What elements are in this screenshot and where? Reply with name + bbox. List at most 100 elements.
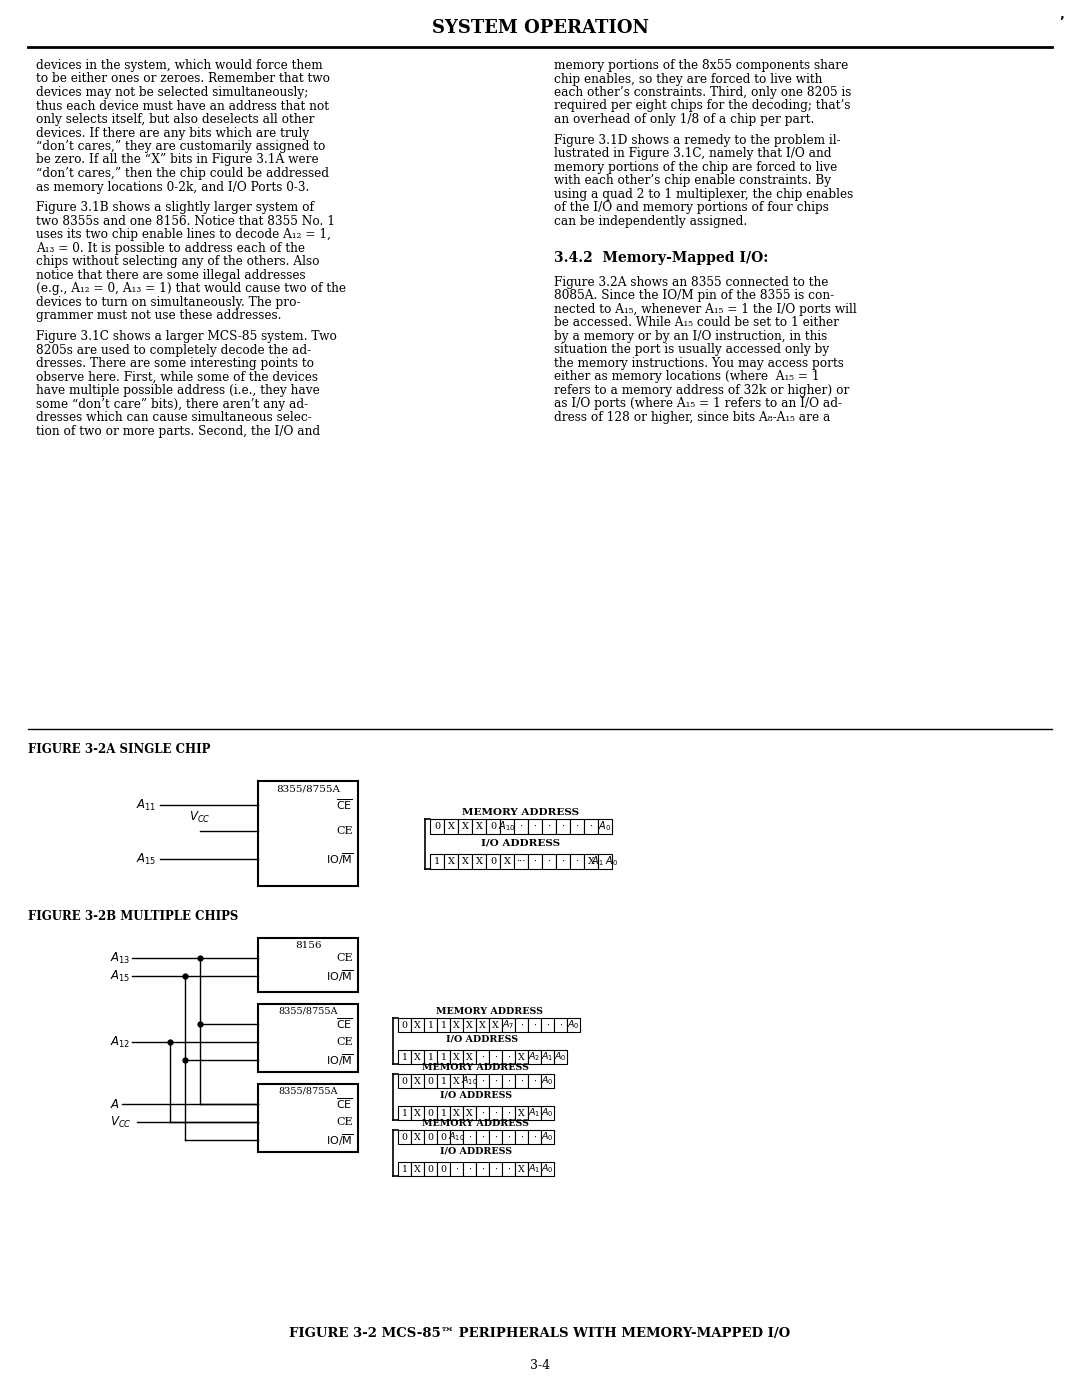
Text: ·: · (481, 1108, 484, 1118)
Text: $A_0$: $A_0$ (598, 820, 611, 834)
Text: $A_{10}$: $A_{10}$ (461, 1075, 478, 1087)
Text: of the I/O and memory portions of four chips: of the I/O and memory portions of four c… (554, 201, 828, 215)
Text: X: X (454, 1021, 460, 1029)
Text: X: X (414, 1133, 421, 1142)
Bar (424, 1074, 437, 1087)
Text: 8355/8755A: 8355/8755A (279, 1007, 338, 1017)
Bar (554, 1050, 567, 1064)
Text: 1: 1 (441, 1076, 446, 1086)
Text: X: X (447, 822, 455, 831)
Text: IO/$\overline{\mathrm{M}}$: IO/$\overline{\mathrm{M}}$ (325, 968, 353, 983)
Text: required per eight chips for the decoding; that’s: required per eight chips for the decodin… (554, 100, 851, 112)
Bar (444, 854, 458, 870)
Text: $A_0$: $A_0$ (554, 1051, 567, 1064)
Bar (463, 1162, 476, 1176)
Text: devices. If there are any bits which are truly: devices. If there are any bits which are… (36, 126, 309, 140)
Text: $A_{12}$: $A_{12}$ (110, 1035, 131, 1050)
Bar (502, 1050, 515, 1064)
Text: X: X (414, 1021, 421, 1029)
Bar (430, 818, 444, 834)
Bar (411, 1050, 424, 1064)
Text: $A_0$: $A_0$ (541, 1130, 554, 1143)
Text: 0: 0 (434, 822, 440, 831)
Text: 0: 0 (490, 822, 496, 831)
Bar (258, 781, 357, 886)
Text: IO/$\overline{\mathrm{M}}$: IO/$\overline{\mathrm{M}}$ (325, 852, 353, 867)
Text: 0: 0 (428, 1108, 433, 1118)
Text: dresses which can cause simultaneous selec-: dresses which can cause simultaneous sel… (36, 412, 312, 424)
Text: 8205s are used to completely decode the ad-: 8205s are used to completely decode the … (36, 344, 311, 356)
Bar (399, 1050, 411, 1064)
Text: X: X (461, 822, 469, 831)
Text: two 8355s and one 8156. Notice that 8355 No. 1: two 8355s and one 8156. Notice that 8355… (36, 215, 335, 227)
Bar (411, 1018, 424, 1032)
Text: “don’t cares,” then the chip could be addressed: “don’t cares,” then the chip could be ad… (36, 166, 329, 180)
Bar (463, 1050, 476, 1064)
Bar (556, 818, 570, 834)
Text: $A_7$: $A_7$ (502, 1018, 515, 1032)
Text: ·: · (519, 822, 523, 831)
Text: 3.4.2  Memory-Mapped I/O:: 3.4.2 Memory-Mapped I/O: (554, 251, 768, 265)
Text: an overhead of only 1/8 of a chip per part.: an overhead of only 1/8 of a chip per pa… (554, 112, 814, 126)
Text: be zero. If all the “X” bits in Figure 3.1A were: be zero. If all the “X” bits in Figure 3… (36, 154, 319, 166)
Text: 0: 0 (402, 1021, 407, 1029)
Text: ·: · (494, 1165, 497, 1173)
Text: $A_{10}$: $A_{10}$ (448, 1130, 465, 1143)
Text: ·: · (559, 1021, 562, 1029)
Text: ·: · (455, 1165, 458, 1173)
Bar (472, 854, 486, 870)
Bar (584, 818, 598, 834)
Bar (463, 1130, 476, 1144)
Bar (450, 1105, 463, 1119)
Text: MEMORY ADDRESS: MEMORY ADDRESS (422, 1119, 529, 1128)
Text: $A_0$: $A_0$ (567, 1018, 580, 1032)
Text: chip enables, so they are forced to live with: chip enables, so they are forced to live… (554, 72, 822, 86)
Text: Figure 3.1C shows a larger MCS-85 system. Two: Figure 3.1C shows a larger MCS-85 system… (36, 330, 337, 344)
Bar (399, 1018, 411, 1032)
Bar (430, 854, 444, 870)
Bar (476, 1105, 489, 1119)
Text: X: X (518, 1108, 525, 1118)
Text: X: X (414, 1076, 421, 1086)
Text: CE: CE (336, 953, 353, 963)
Bar (502, 1105, 515, 1119)
Bar (528, 818, 542, 834)
Text: X: X (414, 1108, 421, 1118)
Text: nected to A₁₅, whenever A₁₅ = 1 the I/O ports will: nected to A₁₅, whenever A₁₅ = 1 the I/O … (554, 302, 856, 316)
Text: ·: · (481, 1053, 484, 1061)
Text: $A_1\ A_0$: $A_1\ A_0$ (591, 854, 619, 868)
Text: CE: CE (336, 827, 353, 836)
Bar (598, 854, 612, 870)
Text: the memory instructions. You may access ports: the memory instructions. You may access … (554, 356, 843, 370)
Text: have multiple possible address (i.e., they have: have multiple possible address (i.e., th… (36, 384, 320, 397)
Text: $\overline{\mathrm{CE}}$: $\overline{\mathrm{CE}}$ (336, 798, 353, 813)
Text: ·: · (534, 1076, 536, 1086)
Text: to be either ones or zeroes. Remember that two: to be either ones or zeroes. Remember th… (36, 72, 330, 86)
Text: 0: 0 (428, 1133, 433, 1142)
Text: ·: · (507, 1076, 510, 1086)
Text: using a quad 2 to 1 multiplexer, the chip enables: using a quad 2 to 1 multiplexer, the chi… (554, 187, 853, 201)
Text: ·: · (534, 1021, 536, 1029)
Bar (458, 854, 472, 870)
Text: X: X (467, 1053, 473, 1061)
Text: IO/$\overline{\mathrm{M}}$: IO/$\overline{\mathrm{M}}$ (325, 1132, 353, 1148)
Bar (515, 1130, 528, 1144)
Text: X: X (475, 857, 483, 865)
Text: I/O ADDRESS: I/O ADDRESS (440, 1147, 512, 1155)
Text: X: X (588, 857, 594, 865)
Bar (450, 1018, 463, 1032)
Text: A₁₃ = 0. It is possible to address each of the: A₁₃ = 0. It is possible to address each … (36, 241, 305, 255)
Text: 0: 0 (428, 1076, 433, 1086)
Text: MEMORY ADDRESS: MEMORY ADDRESS (422, 1062, 529, 1072)
Text: ·: · (576, 857, 579, 865)
Text: 8156: 8156 (295, 940, 321, 950)
Bar (489, 1130, 502, 1144)
Bar (258, 1085, 357, 1153)
Text: $A_1$: $A_1$ (528, 1107, 541, 1119)
Text: I/O ADDRESS: I/O ADDRESS (440, 1092, 512, 1100)
Text: ·: · (468, 1165, 471, 1173)
Text: thus each device must have an address that not: thus each device must have an address th… (36, 100, 329, 112)
Text: ·: · (507, 1108, 510, 1118)
Text: tion of two or more parts. Second, the I/O and: tion of two or more parts. Second, the I… (36, 424, 320, 438)
Bar (502, 1162, 515, 1176)
